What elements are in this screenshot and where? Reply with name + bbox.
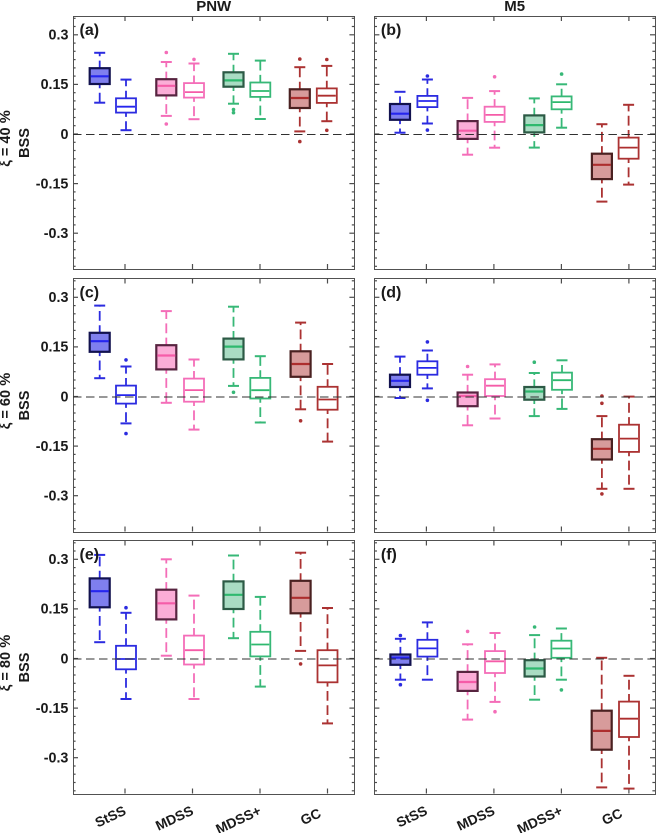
svg-text:-0.3: -0.3	[44, 489, 69, 505]
svg-text:0.15: 0.15	[41, 340, 69, 356]
svg-text:-0.15: -0.15	[36, 439, 69, 455]
svg-text:BSS: BSS	[17, 652, 33, 682]
svg-text:0: 0	[60, 127, 68, 143]
svg-text:(b): (b)	[381, 22, 401, 39]
svg-text:(a): (a)	[80, 22, 100, 39]
svg-text:ξ = 40 %: ξ = 40 %	[0, 110, 14, 166]
svg-text:0.3: 0.3	[49, 28, 69, 44]
svg-text:BSS: BSS	[17, 390, 33, 420]
svg-text:M5: M5	[504, 0, 525, 15]
svg-text:0.15: 0.15	[41, 602, 69, 618]
svg-text:PNW: PNW	[196, 0, 232, 15]
svg-text:(d): (d)	[381, 285, 401, 302]
svg-text:(c): (c)	[80, 285, 100, 302]
svg-text:0.3: 0.3	[49, 290, 69, 306]
svg-text:0: 0	[60, 389, 68, 405]
svg-text:-0.3: -0.3	[44, 751, 69, 767]
svg-text:0: 0	[60, 651, 68, 667]
svg-text:(e): (e)	[80, 547, 100, 564]
svg-text:0.15: 0.15	[41, 77, 69, 93]
svg-text:0.3: 0.3	[49, 552, 69, 568]
svg-text:(f): (f)	[381, 547, 397, 564]
svg-text:-0.15: -0.15	[36, 176, 69, 192]
svg-text:ξ = 60 %: ξ = 60 %	[0, 373, 14, 429]
svg-text:BSS: BSS	[17, 128, 33, 158]
svg-text:ξ = 80 %: ξ = 80 %	[0, 635, 14, 691]
svg-text:-0.15: -0.15	[36, 701, 69, 717]
svg-text:-0.3: -0.3	[44, 226, 69, 242]
